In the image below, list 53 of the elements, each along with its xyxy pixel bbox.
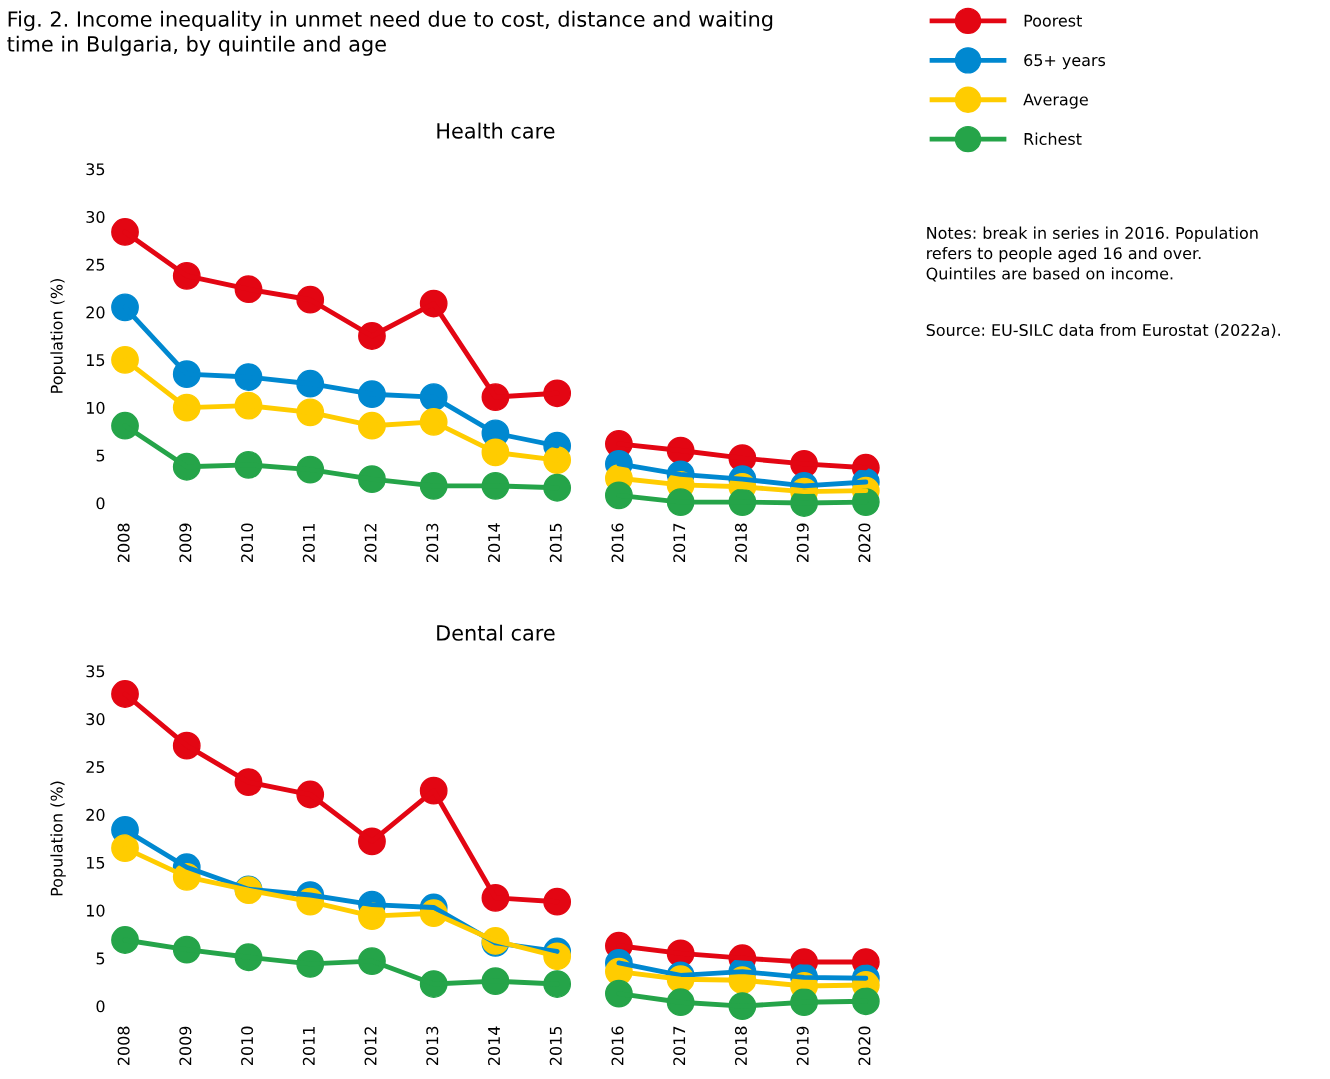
y-tick-label: 35 <box>86 665 105 678</box>
y-tick-label: 15 <box>87 856 105 869</box>
x-tick-label: 2015 <box>549 1026 562 1065</box>
x-tick-label: 2010 <box>241 523 254 562</box>
y-tick-label: 5 <box>96 952 105 965</box>
x-tick-label: 2011 <box>302 523 315 562</box>
chart-title: Dental care <box>437 624 555 641</box>
y-tick-label: 35 <box>86 163 105 176</box>
x-tick-label: 2015 <box>549 523 562 562</box>
x-tick-label: 2009 <box>179 1026 192 1065</box>
x-tick-label: 2020 <box>858 1026 871 1065</box>
y-tick-label: 20 <box>86 306 105 319</box>
y-tick-label: 30 <box>86 210 105 223</box>
x-tick-label: 2011 <box>302 1026 315 1065</box>
source-note: Source: EU-SILC data from Eurostat (2022a). <box>926 323 1280 338</box>
x-tick-label: 2016 <box>611 1026 624 1065</box>
x-tick-label: 2013 <box>426 1026 439 1065</box>
y-tick-label: 0 <box>96 1000 105 1013</box>
legend-label: Average <box>1023 93 1088 109</box>
x-tick-label: 2014 <box>487 523 501 562</box>
x-tick-label: 2017 <box>673 523 686 562</box>
y-axis-title: Population (%) <box>50 781 66 896</box>
x-tick-label: 2014 <box>487 1026 501 1065</box>
y-tick-label: 0 <box>96 497 105 510</box>
y-axis-title: Population (%) <box>50 279 66 393</box>
x-tick-label: 2020 <box>858 523 871 562</box>
legend-label: Poorest <box>1024 14 1082 27</box>
legend-label: 65+ years <box>1024 54 1106 70</box>
x-tick-label: 2017 <box>673 1026 686 1065</box>
x-tick-label: 2010 <box>241 1026 254 1065</box>
y-tick-label: 30 <box>86 713 105 726</box>
x-tick-label: 2016 <box>611 523 624 562</box>
x-tick-label: 2012 <box>364 524 377 562</box>
x-tick-label: 2019 <box>796 1026 809 1065</box>
x-tick-label: 2018 <box>734 523 747 562</box>
x-tick-label: 2012 <box>364 1027 377 1065</box>
y-tick-label: 25 <box>86 760 105 774</box>
x-tick-label: 2019 <box>796 523 809 562</box>
x-tick-label: 2008 <box>117 1026 130 1065</box>
x-tick-label: 2018 <box>734 1026 747 1065</box>
y-tick-label: 10 <box>87 904 105 917</box>
x-tick-label: 2008 <box>117 523 130 562</box>
y-tick-label: 10 <box>87 401 105 414</box>
x-tick-label: 2009 <box>179 523 192 562</box>
y-tick-label: 25 <box>86 258 105 271</box>
x-tick-label: 2013 <box>426 523 439 562</box>
y-tick-label: 20 <box>86 808 105 821</box>
chart-title: Health care <box>437 122 555 139</box>
legend-label: Richest <box>1024 132 1082 145</box>
y-tick-label: 15 <box>87 354 105 367</box>
caption: Fig. 2. Income inequality in unmet need due to cost, distance and waiting time in Bulgaria, by quintile and age <box>7 10 773 56</box>
y-tick-label: 5 <box>96 449 105 462</box>
text: Notes: break in series in 2016. Population refers to people aged 16 and over. Quintiles are based on income. <box>926 226 1258 282</box>
